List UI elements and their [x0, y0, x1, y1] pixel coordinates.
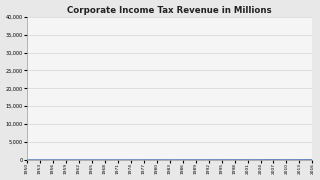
Title: Corporate Income Tax Revenue in Millions: Corporate Income Tax Revenue in Millions [67, 6, 272, 15]
